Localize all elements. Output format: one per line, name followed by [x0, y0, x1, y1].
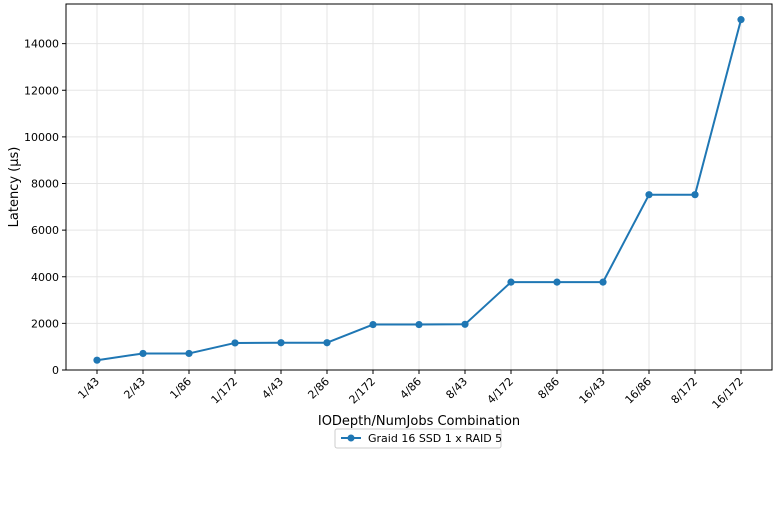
x-tick-label: 16/86	[623, 375, 655, 407]
y-axis-ticks: 0 2000 4000 6000 8000 10000 12000 14000	[24, 38, 66, 377]
y-tick-label: 4000	[31, 271, 59, 284]
data-point	[185, 349, 193, 358]
data-point	[553, 278, 561, 286]
x-tick-label: 16/43	[577, 375, 609, 407]
y-tick-label: 6000	[31, 224, 59, 237]
x-tick-label: 8/86	[535, 375, 562, 402]
y-tick-label: 12000	[24, 84, 59, 97]
data-point	[599, 278, 607, 286]
y-tick-label: 14000	[24, 38, 59, 51]
series-group	[93, 16, 745, 364]
y-tick-label: 2000	[31, 317, 59, 330]
x-tick-label: 1/172	[209, 375, 241, 407]
legend-label: Graid 16 SSD 1 x RAID 5	[368, 432, 502, 445]
data-point	[93, 356, 101, 364]
data-point	[277, 339, 285, 347]
x-tick-label: 2/43	[121, 375, 148, 402]
data-point	[231, 339, 239, 347]
legend: Graid 16 SSD 1 x RAID 5	[334, 428, 502, 449]
data-point	[139, 349, 147, 358]
x-tick-label: 4/86	[397, 375, 424, 402]
data-point	[369, 320, 377, 329]
data-point	[645, 191, 653, 199]
data-point	[507, 278, 515, 286]
y-tick-label: 0	[52, 364, 59, 377]
x-tick-label: 4/43	[259, 375, 286, 402]
x-tick-label: 2/86	[305, 375, 332, 402]
x-tick-label: 1/43	[75, 375, 102, 402]
data-point	[691, 191, 699, 199]
x-axis-label: IODepth/NumJobs Combination	[318, 414, 520, 429]
data-point	[737, 16, 745, 24]
x-tick-label: 4/172	[485, 375, 517, 407]
y-tick-label: 8000	[31, 178, 59, 191]
x-tick-label: 2/172	[347, 375, 379, 407]
data-point	[323, 339, 331, 347]
x-tick-label: 8/43	[443, 375, 470, 402]
data-point	[461, 320, 469, 328]
legend-box	[334, 428, 502, 449]
legend-marker-swatch	[347, 434, 355, 442]
data-point	[415, 320, 423, 329]
y-tick-label: 10000	[24, 131, 59, 144]
x-tick-label: 8/172	[669, 375, 701, 407]
x-tick-label: 1/86	[167, 375, 194, 402]
x-tick-label: 16/172	[710, 375, 747, 412]
x-axis-ticks: 1/43 2/43 1/86 1/172 4/43 2/86 2/172 4/86 8/43 4/…	[75, 370, 746, 411]
y-axis-label: Latency (µs)	[7, 147, 22, 228]
grid-lines	[66, 4, 772, 371]
